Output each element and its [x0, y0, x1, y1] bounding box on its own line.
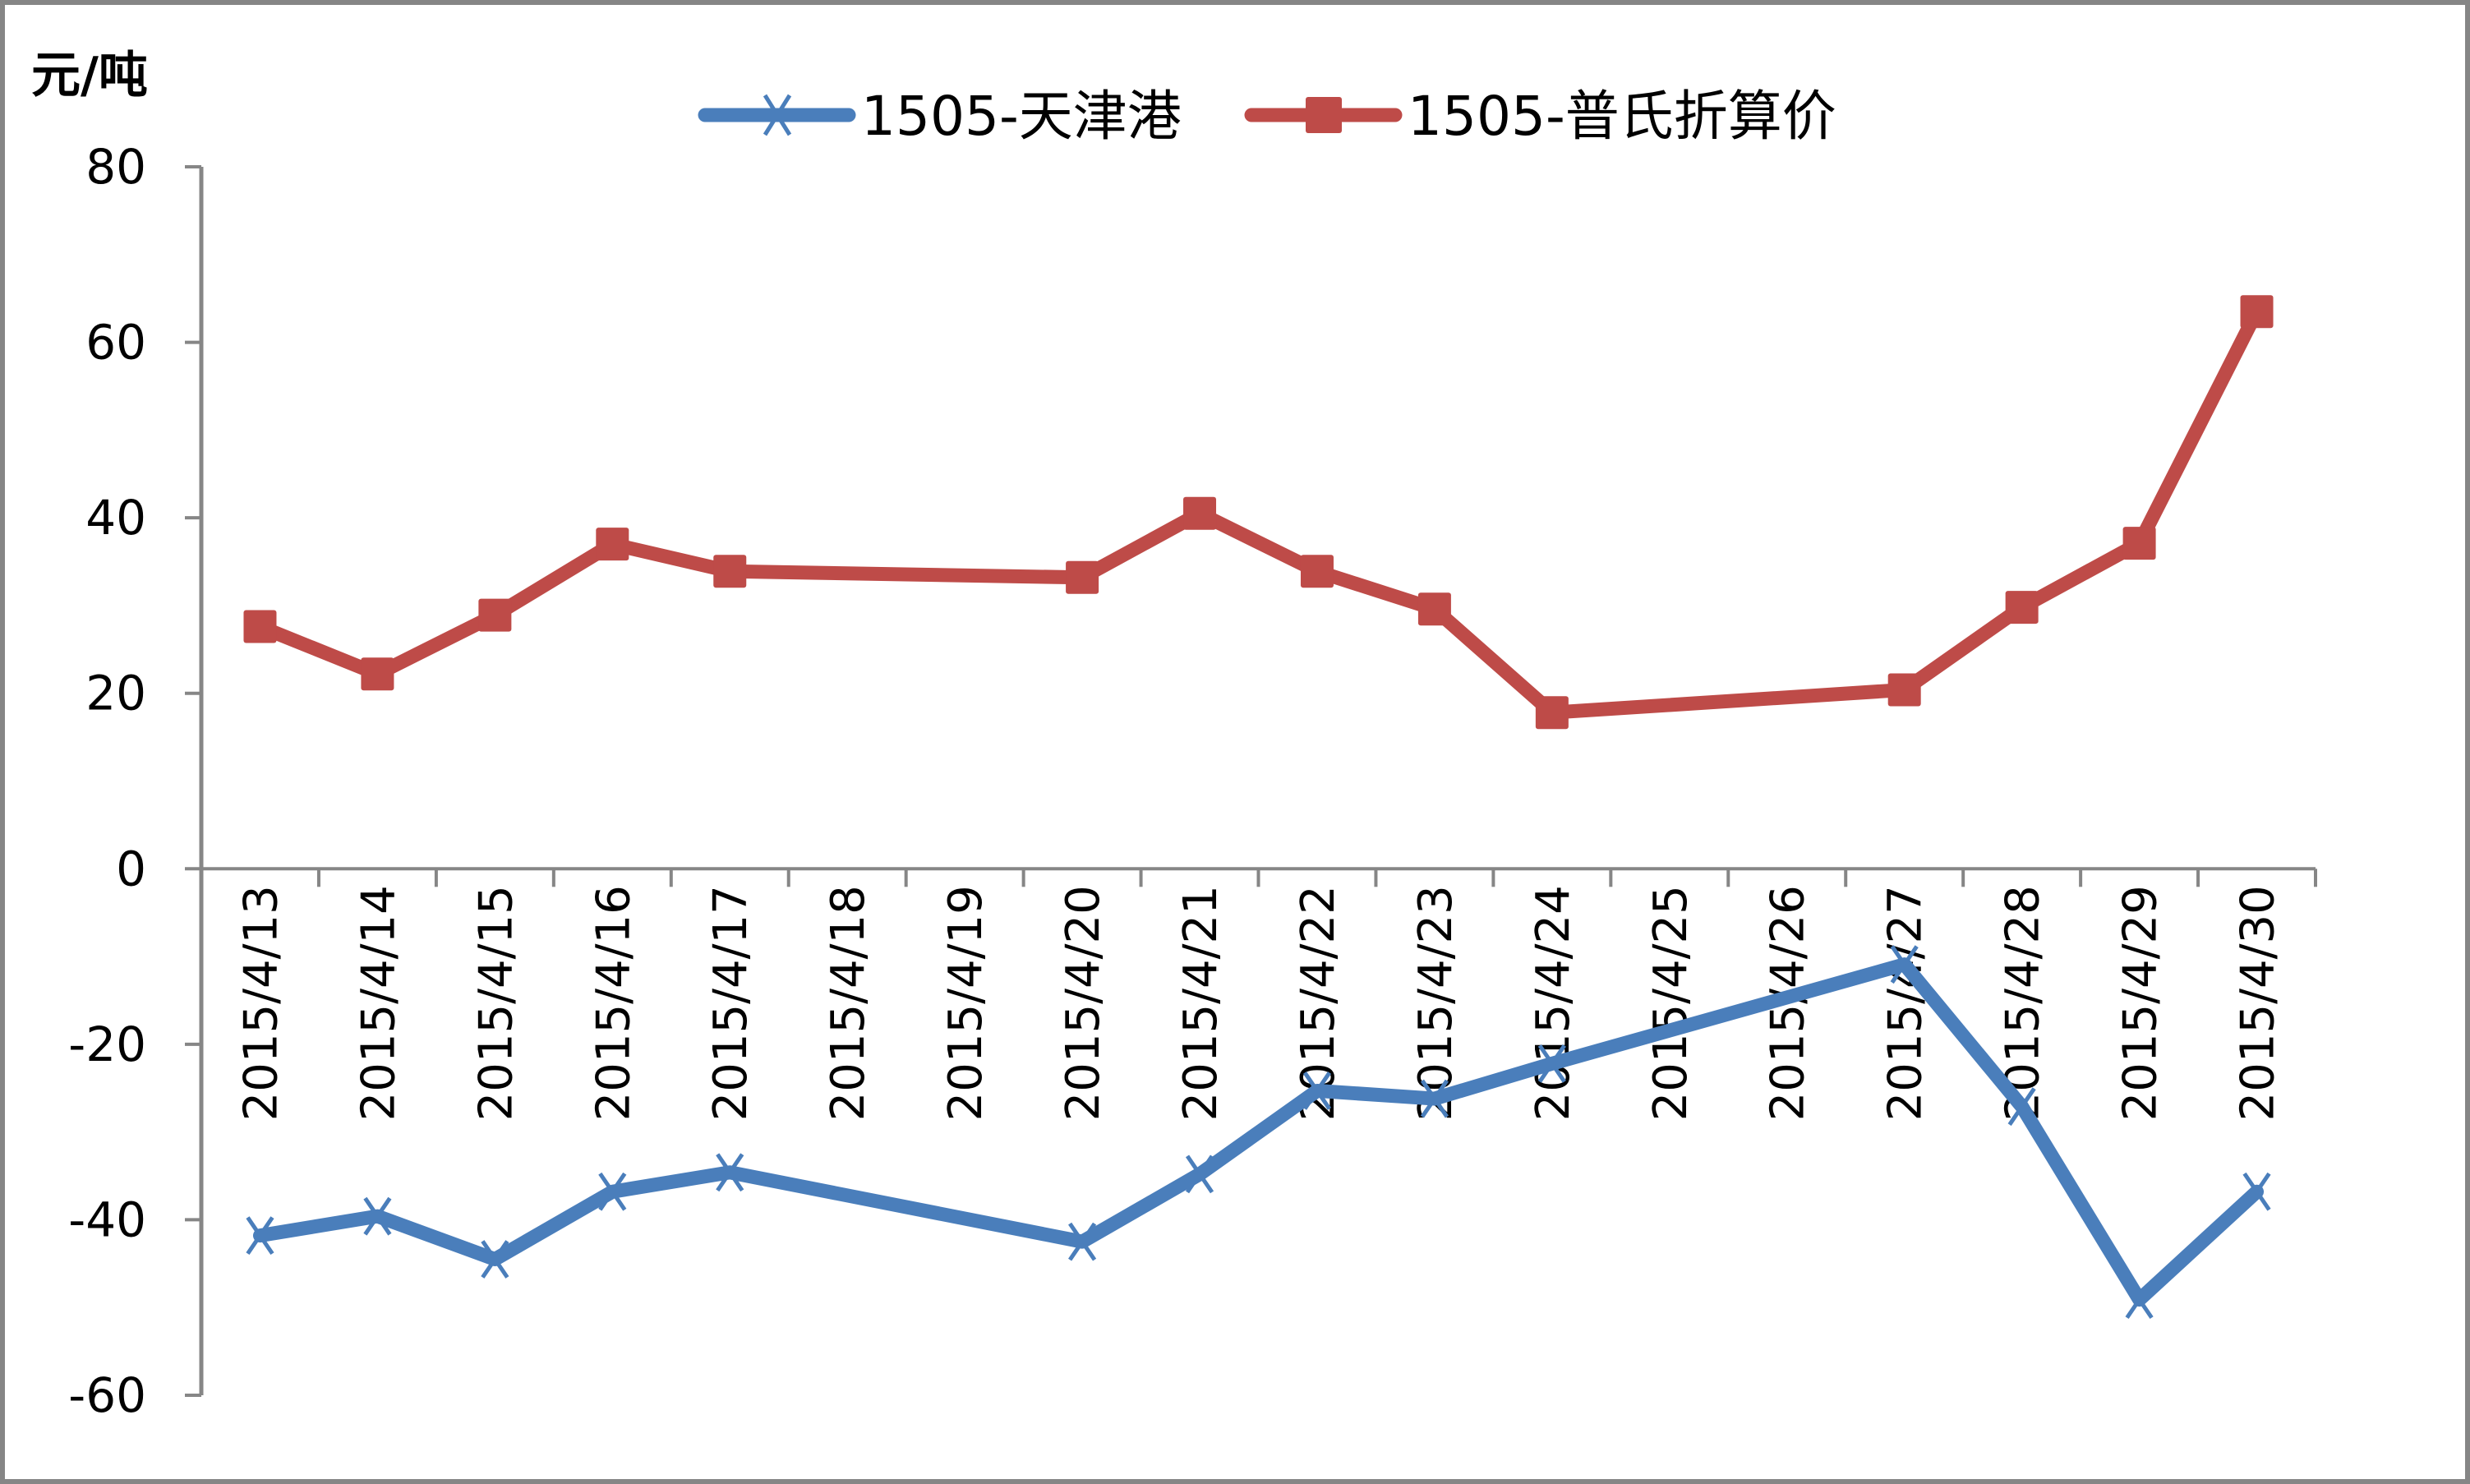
x-marker-icon [246, 1216, 274, 1256]
square-marker-icon [1300, 555, 1334, 588]
x-marker-icon [1537, 1044, 1566, 1083]
square-marker-icon [1887, 673, 1921, 707]
y-tick-label: 0 [116, 841, 146, 896]
x-category-label: 2015/4/25 [1644, 885, 1698, 1121]
x-marker-icon [1890, 945, 1919, 984]
square-marker-icon [361, 657, 394, 691]
x-category-label: 2015/4/17 [704, 885, 758, 1121]
legend-label: 1505-普氏折算价 [1408, 85, 1836, 148]
x-category-label: 2015/4/19 [939, 885, 993, 1121]
x-category-label: 2015/4/14 [352, 885, 405, 1121]
x-marker-icon [2242, 1172, 2271, 1211]
x-category-label: 2015/4/20 [1057, 885, 1110, 1121]
x-category-label: 2015/4/21 [1174, 885, 1228, 1121]
square-marker-icon [1306, 97, 1342, 133]
square-marker-icon [2005, 591, 2039, 624]
square-marker-icon [1417, 592, 1451, 626]
x-marker-icon [2125, 1280, 2154, 1320]
square-marker-icon [2122, 527, 2156, 560]
x-marker-icon [598, 1172, 627, 1211]
y-axis-unit-label: 元/吨 [31, 47, 148, 104]
square-marker-icon [1535, 696, 1569, 730]
square-marker-icon [713, 555, 747, 588]
x-marker-icon [1068, 1222, 1097, 1261]
square-marker-icon [243, 610, 277, 643]
x-marker-icon [2007, 1087, 2036, 1127]
legend-item-tianjin-port: 1505-天津港 [698, 85, 1182, 148]
square-marker-icon [1183, 496, 1217, 530]
square-marker-icon [2240, 295, 2274, 329]
x-marker-icon [1302, 1072, 1332, 1110]
x-category-label: 2015/4/16 [587, 885, 640, 1121]
series-platts-converted [243, 295, 2274, 730]
y-tick-label: -20 [68, 1016, 146, 1072]
series-line [252, 304, 2265, 720]
x-marker-icon [481, 1240, 509, 1279]
legend: 1505-天津港 1505-普氏折算价 [698, 85, 1836, 148]
x-category-label: 2015/4/23 [1409, 885, 1463, 1121]
x-marker-icon [1185, 1154, 1214, 1194]
x-category-label: 2015/4/18 [822, 885, 875, 1121]
square-marker-icon [596, 528, 629, 561]
axes: 80 60 40 20 0 -20 -40 -60 2015/4/13 2015/4/14 2015… [68, 139, 2317, 1423]
y-tick-label: 60 [85, 315, 146, 371]
y-tick-label: 40 [85, 490, 146, 546]
series-group [243, 295, 2274, 1320]
series-tianjin-port [246, 945, 2271, 1320]
x-category-label: 2015/4/13 [234, 885, 288, 1121]
legend-label: 1505-天津港 [861, 85, 1182, 148]
x-marker-icon [763, 94, 792, 136]
x-category-label: 2015/4/30 [2232, 885, 2285, 1121]
x-category-label: 2015/4/27 [1879, 885, 1933, 1121]
square-marker-icon [478, 598, 512, 632]
y-tick-label: -40 [68, 1191, 146, 1247]
x-marker-icon [363, 1196, 392, 1236]
series-line [252, 957, 2265, 1307]
x-marker-icon [1420, 1079, 1449, 1118]
x-category-label: 2015/4/29 [2114, 885, 2168, 1121]
y-tick-label: -60 [68, 1367, 146, 1423]
x-marker-icon [716, 1153, 744, 1192]
legend-item-platts-converted: 1505-普氏折算价 [1244, 85, 1836, 148]
x-category-label: 2015/4/22 [1292, 885, 1345, 1121]
x-category-label: 2015/4/15 [469, 885, 523, 1121]
y-tick-label: 80 [85, 139, 146, 195]
x-category-label: 2015/4/24 [1527, 885, 1580, 1121]
square-marker-icon [1066, 560, 1099, 594]
y-tick-label: 20 [85, 666, 146, 721]
